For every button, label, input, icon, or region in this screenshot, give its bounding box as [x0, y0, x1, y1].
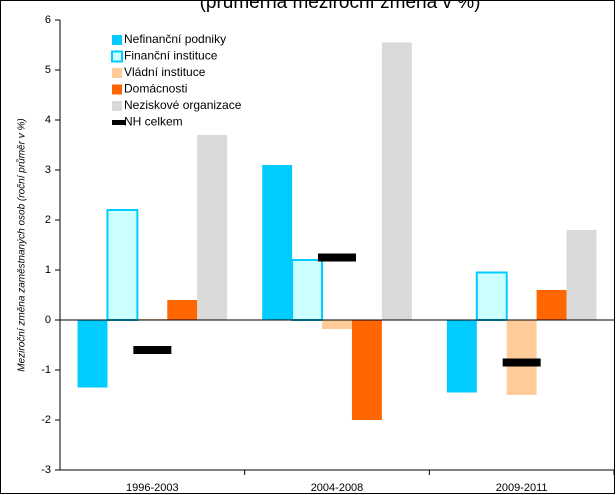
bar [506, 320, 537, 395]
bar [381, 42, 412, 320]
bar [322, 320, 352, 329]
legend-label: Nefinanční podniky [124, 32, 226, 46]
legend-swatch [112, 35, 122, 45]
legend-label: Neziskové organizace [124, 98, 242, 112]
legend-label: Domácnosti [124, 82, 187, 96]
x-tick-label: 2009-2011 [496, 482, 548, 494]
y-tick-label: 0 [45, 314, 51, 326]
bar [262, 165, 293, 320]
bar [197, 135, 228, 320]
marker [318, 253, 356, 262]
legend-label: Vládní instituce [124, 65, 206, 79]
bar [351, 320, 382, 420]
legend-swatch [112, 68, 122, 78]
y-tick-label: 3 [45, 164, 51, 176]
bar [566, 230, 597, 320]
y-tick-label: -2 [41, 414, 51, 426]
x-tick-label: 2004-2008 [311, 482, 364, 494]
legend-label: NH celkem [124, 115, 183, 129]
y-tick-label: 6 [45, 14, 51, 26]
bar [446, 320, 477, 393]
y-tick-label: 1 [45, 264, 51, 276]
bar [106, 209, 139, 321]
bar [475, 271, 508, 321]
bar [536, 290, 567, 320]
x-tick-label: 1996-2003 [126, 482, 179, 494]
bar [167, 300, 198, 320]
bar [77, 320, 108, 388]
legend-swatch [112, 84, 122, 95]
y-tick-label: 5 [45, 64, 51, 76]
y-axis-label: Meziroční změna zaměstnaných osob (roční… [16, 118, 28, 371]
legend-swatch [112, 101, 122, 111]
y-tick-label: -3 [41, 464, 51, 476]
chart-title: (průměrná meziroční změna v %) [200, 0, 481, 13]
bar [291, 259, 324, 321]
y-tick-label: 4 [45, 114, 51, 126]
legend-marker [112, 120, 126, 125]
y-tick-label: -1 [41, 364, 51, 376]
legend-swatch [111, 50, 123, 63]
y-tick-label: 2 [45, 214, 51, 226]
marker [502, 358, 541, 367]
marker [133, 346, 172, 354]
legend-label: Finanční instituce [124, 49, 218, 63]
